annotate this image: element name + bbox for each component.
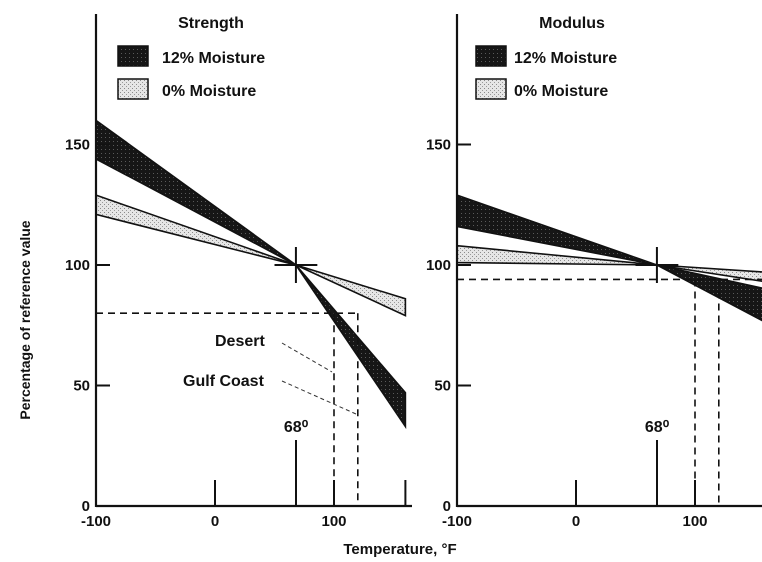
y-tick-label: 150 <box>426 137 451 154</box>
strength-title: Strength <box>178 15 244 32</box>
band-dry-strength <box>95 193 407 317</box>
desert-label: Desert <box>215 333 265 350</box>
y-tick-label: 0 <box>82 498 90 515</box>
y-tick-label: 50 <box>73 378 90 395</box>
x-tick-label: 0 <box>211 513 219 530</box>
desert-leader <box>281 342 333 373</box>
legend-label-wet-2: 12% Moisture <box>514 50 617 67</box>
y-tick-label: 100 <box>426 257 451 274</box>
y-tick-label: 150 <box>65 137 90 154</box>
legend-swatch-dry-2 <box>475 78 507 100</box>
legend-label-dry-2: 0% Moisture <box>514 83 608 100</box>
x-tick-label: 100 <box>321 513 346 530</box>
modulus-panel: Modulus 12% Moisture 0% Moisture 0 50 100 1… <box>426 14 762 530</box>
ref-label: 68⁰ <box>284 419 309 436</box>
x-tick-label: 100 <box>682 513 707 530</box>
legend-swatch-wet-2 <box>475 45 507 67</box>
y-tick-label: 50 <box>434 378 451 395</box>
x-tick-label: -100 <box>81 513 111 530</box>
legend-swatch-wet <box>117 45 149 67</box>
legend-swatch-dry <box>117 78 149 100</box>
ref-label-2: 68⁰ <box>645 419 670 436</box>
legend-label-dry: 0% Moisture <box>162 83 256 100</box>
x-axis-label: Temperature, °F <box>343 541 456 558</box>
legend-label-wet: 12% Moisture <box>162 50 265 67</box>
x-tick-label: -100 <box>442 513 472 530</box>
modulus-title: Modulus <box>539 15 605 32</box>
gulf-coast-leader <box>281 380 357 415</box>
x-tick-label: 0 <box>572 513 580 530</box>
strength-panel: Strength 12% Moisture 0% Moisture 0 50 100… <box>65 14 412 530</box>
y-tick-label: 0 <box>443 498 451 515</box>
y-tick-label: 100 <box>65 257 90 274</box>
gulf-coast-label: Gulf Coast <box>183 373 265 390</box>
y-axis-label: Percentage of reference value <box>17 220 33 419</box>
